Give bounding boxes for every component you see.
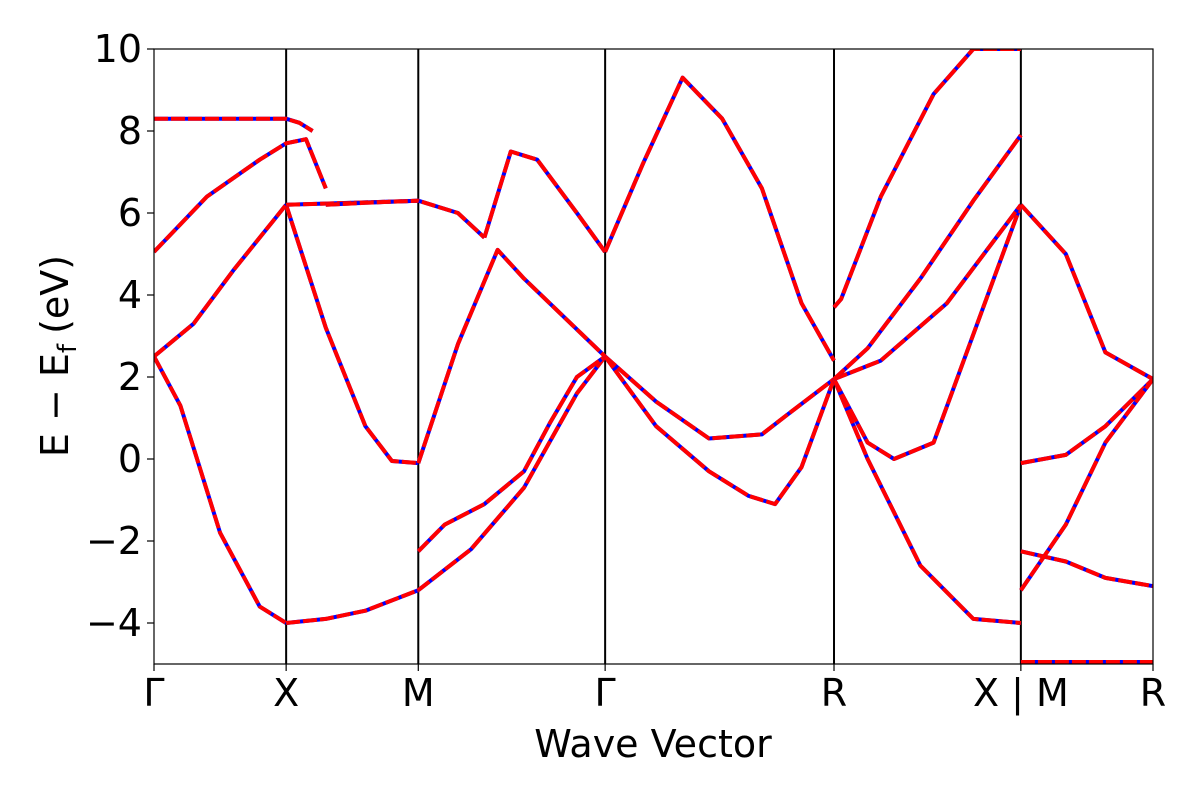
plot-background — [154, 49, 1153, 664]
band-line-overlay — [833, 203, 1023, 381]
band-line-overlay — [154, 116, 314, 133]
x-tick-label: M — [402, 671, 435, 715]
y-tick-label: 8 — [118, 109, 142, 153]
y-axis-label: E − Ef (eV) — [33, 255, 83, 457]
x-tick-label: Γ — [143, 671, 164, 715]
y-axis-label-unit: (eV) — [33, 255, 77, 334]
band-line-overlay — [482, 149, 607, 254]
band-line-overlay — [603, 355, 836, 441]
x-tick-label: R — [821, 671, 847, 715]
band-line-overlay — [154, 355, 288, 625]
band-line-overlay — [284, 204, 419, 466]
band-line-overlay — [416, 247, 607, 464]
band-line-overlay — [1019, 377, 1153, 592]
band-line-overlay — [1020, 377, 1153, 466]
band-lines — [154, 49, 1153, 664]
band-line-overlay — [285, 588, 420, 625]
y-tick-label: 0 — [118, 437, 142, 481]
band-line-overlay — [325, 198, 419, 207]
band-line-overlay — [832, 378, 1022, 625]
x-tick-label: X — [273, 671, 299, 715]
band-line-overlay — [832, 204, 1023, 461]
band-line-overlay — [416, 354, 607, 553]
y-tick-label: 4 — [118, 273, 142, 317]
y-tick-label: −2 — [86, 519, 142, 563]
y-tick-label: 2 — [118, 355, 142, 399]
band-line-overlay — [154, 203, 288, 359]
y-axis-label-subscript: f — [53, 343, 83, 353]
band-line-overlay — [1019, 203, 1153, 381]
band-line-overlay — [832, 133, 1023, 381]
y-axis-ticks: −4 −2 0 2 4 6 8 10 — [86, 27, 154, 645]
band-line-overlay — [154, 137, 328, 254]
band-line-overlay — [417, 355, 607, 592]
x-axis-ticks: Γ X M Γ R X | M R — [143, 664, 1166, 716]
y-tick-label: −4 — [86, 601, 142, 645]
band-line-overlay — [603, 75, 836, 362]
band-line-overlay — [603, 355, 836, 507]
y-axis-label-main: E − E — [33, 353, 77, 457]
x-tick-label: R — [1140, 671, 1166, 715]
band-line-overlay — [832, 49, 1021, 309]
plot-frame — [153, 48, 1154, 665]
x-axis-label: Wave Vector — [534, 722, 772, 766]
y-tick-label: 6 — [118, 191, 142, 235]
y-tick-label: 10 — [94, 27, 142, 71]
x-tick-label: Γ — [595, 671, 616, 715]
x-tick-label: X | M — [973, 671, 1069, 716]
